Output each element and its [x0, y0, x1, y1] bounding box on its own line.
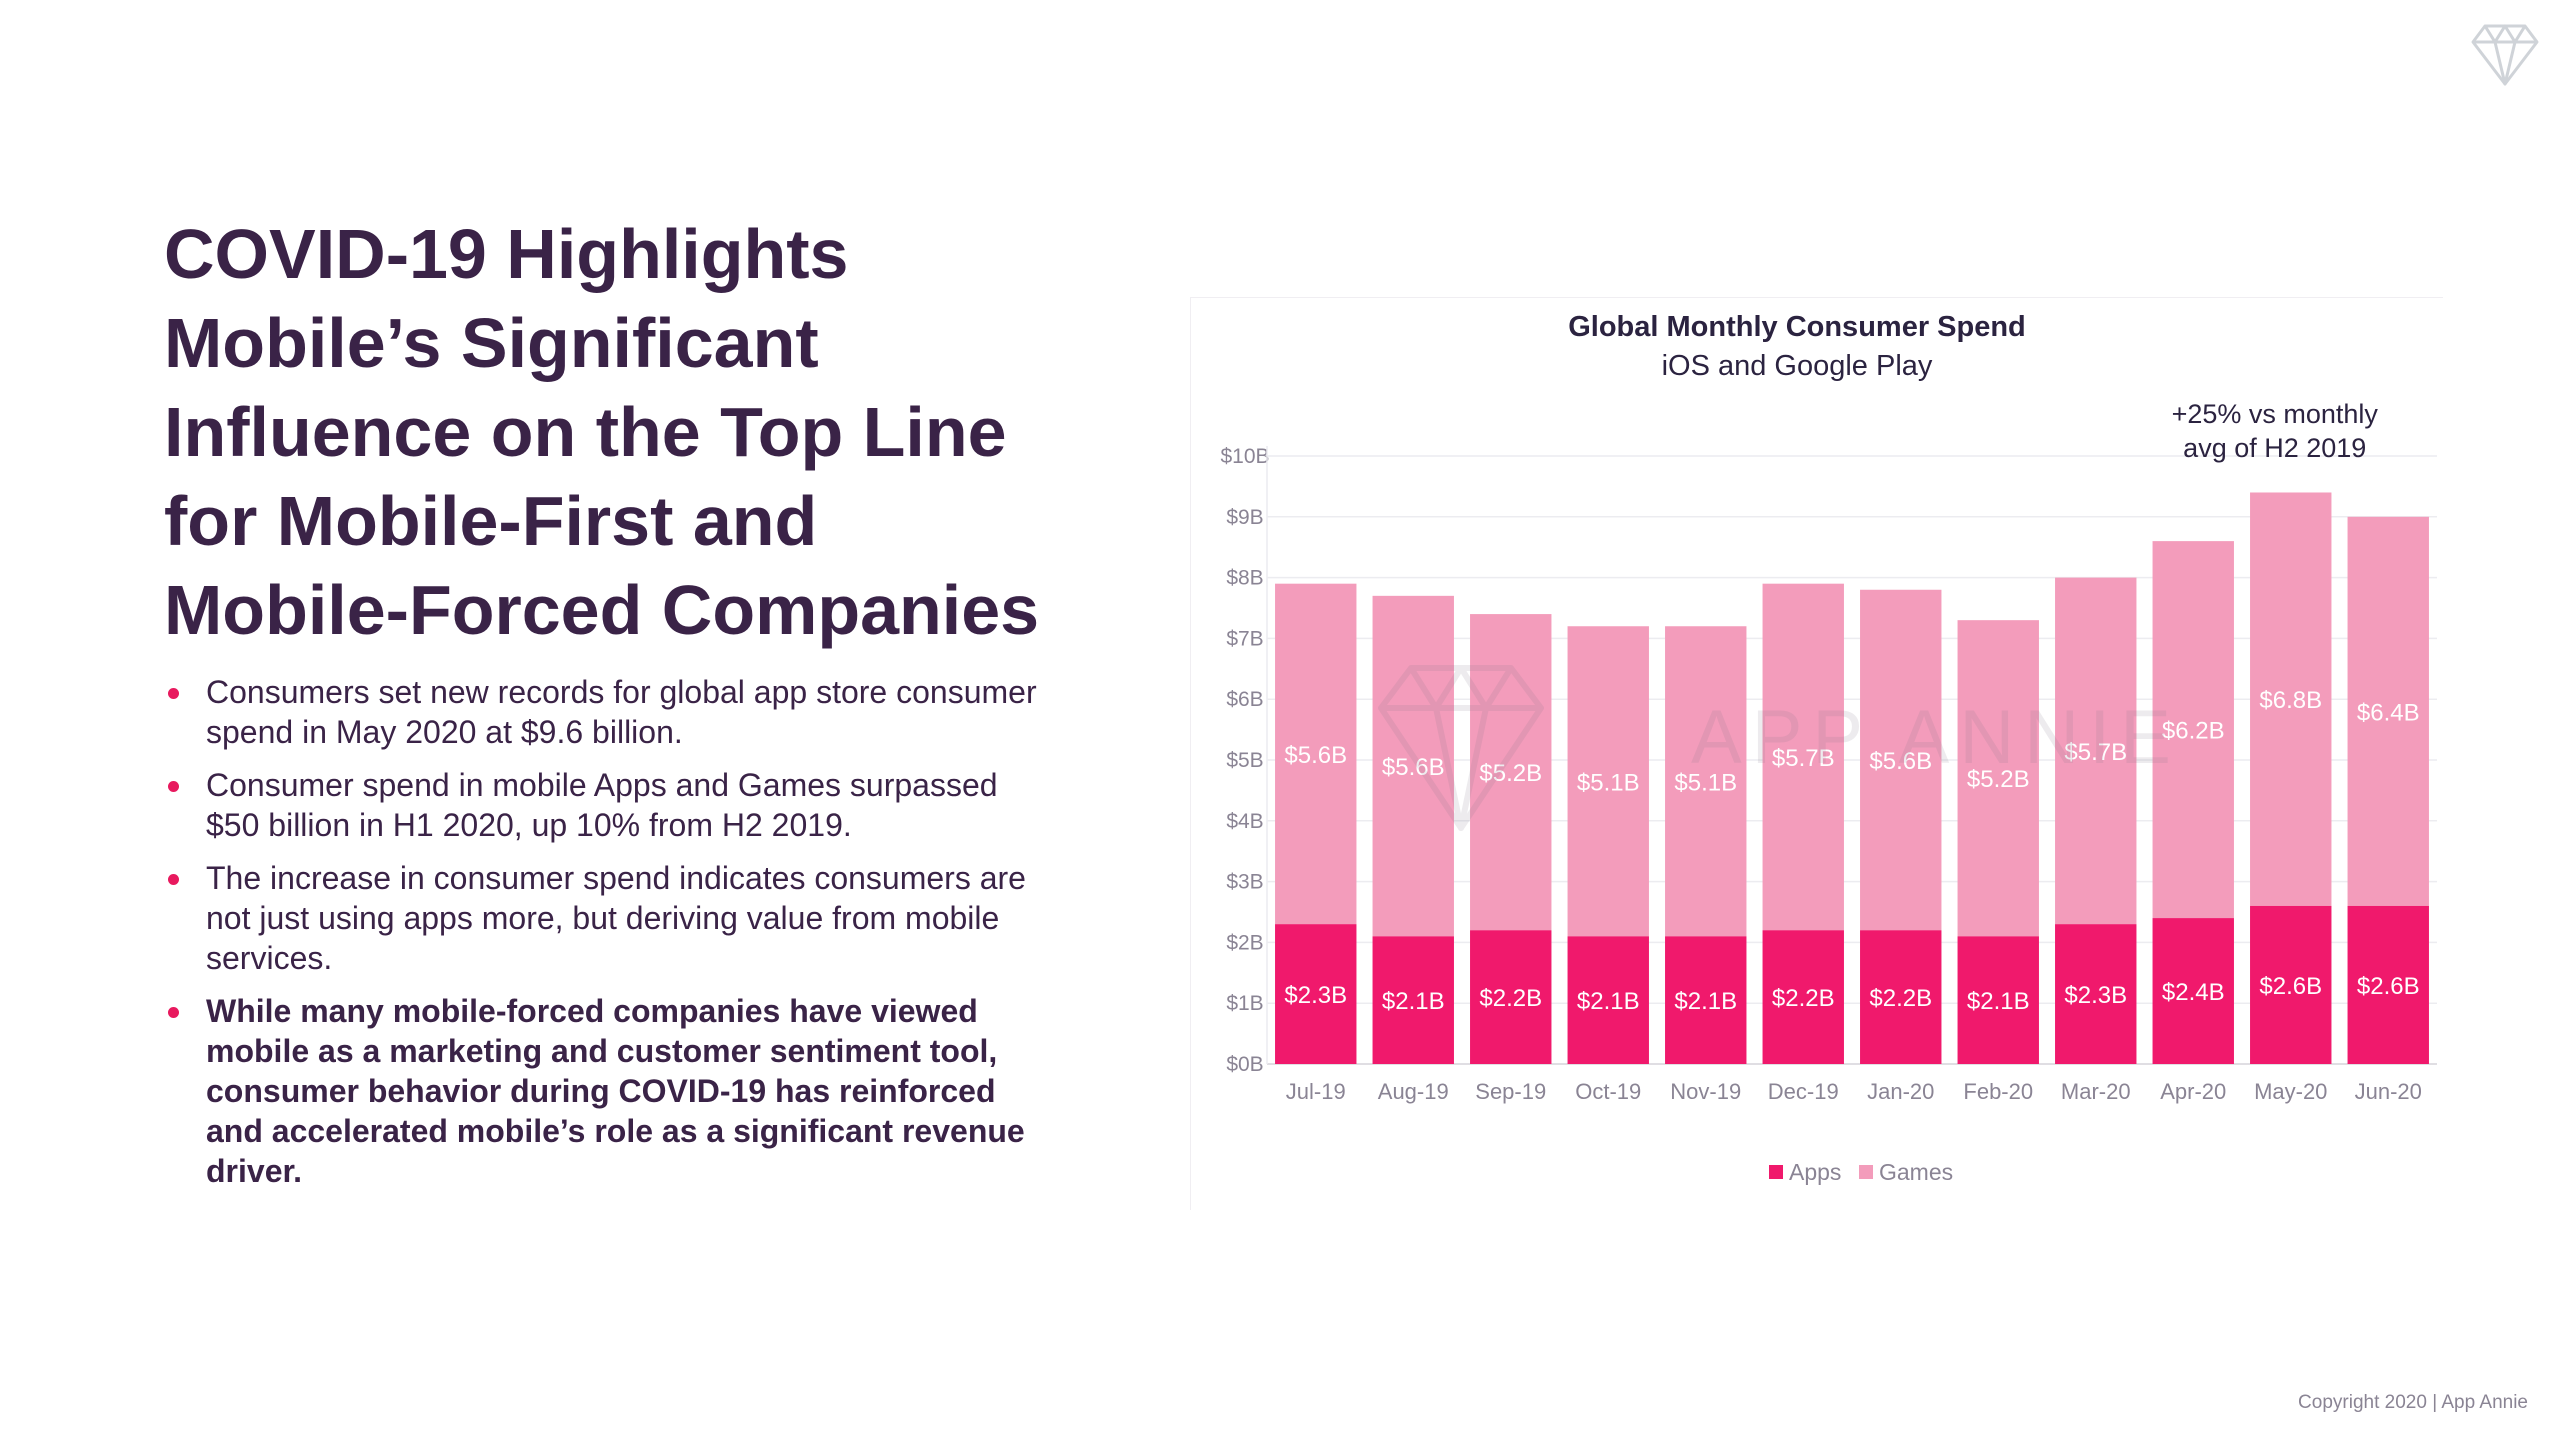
games-data-label: $5.7B [1772, 745, 1835, 772]
x-tick-label: Feb-20 [1963, 1079, 2033, 1104]
games-data-label: $5.1B [1577, 769, 1640, 796]
bar-games [1470, 614, 1552, 931]
bar-games [1567, 626, 1649, 937]
chart-annotation: avg of H2 2019 [2183, 433, 2366, 463]
apps-data-label: $2.1B [1382, 988, 1445, 1015]
bar-apps [2152, 918, 2234, 1064]
bar-games [1957, 620, 2039, 937]
bullet-item: Consumers set new records for global app… [164, 672, 1044, 752]
apps-data-label: $2.2B [1479, 985, 1542, 1012]
games-data-label: $6.2B [2162, 718, 2225, 745]
bar-apps [1860, 930, 1942, 1064]
y-tick-label: $6B [1226, 688, 1263, 711]
x-tick-label: Dec-19 [1768, 1079, 1839, 1104]
x-tick-label: May-20 [2254, 1079, 2327, 1104]
bar-apps [1762, 930, 1844, 1064]
games-data-label: $5.2B [1479, 760, 1542, 787]
title-line: Mobile-Forced Companies [164, 571, 1040, 649]
x-tick-label: Nov-19 [1670, 1079, 1741, 1104]
games-data-label: $5.7B [2064, 739, 2127, 766]
watermark-diamond-icon [1378, 665, 1544, 831]
bullet-item: The increase in consumer spend indicates… [164, 858, 1044, 978]
slide-title: COVID-19 Highlights Mobile’s Significant… [164, 210, 1124, 655]
bar-apps [1567, 936, 1649, 1064]
y-tick-label: $7B [1226, 627, 1263, 650]
x-tick-label: Sep-19 [1475, 1079, 1546, 1104]
legend-swatch [1859, 1165, 1873, 1179]
consumer-spend-chart: Global Monthly Consumer Spend iOS and Goo… [1220, 311, 2437, 1185]
y-tick-label: $8B [1226, 567, 1263, 590]
games-data-label: $5.2B [1967, 766, 2030, 793]
chart-title: Global Monthly Consumer Spend [1568, 311, 2026, 343]
apps-data-label: $2.1B [1577, 988, 1640, 1015]
apps-data-label: $2.3B [1284, 982, 1347, 1009]
games-data-label: $5.6B [1284, 742, 1347, 769]
y-tick-label: $2B [1226, 931, 1263, 954]
x-tick-label: Aug-19 [1378, 1079, 1449, 1104]
bar-games [2152, 541, 2234, 919]
bar-apps [2250, 905, 2332, 1064]
bar-apps [1470, 930, 1552, 1064]
games-data-label: $6.4B [2357, 699, 2420, 726]
bar-games [1275, 583, 1357, 925]
x-tick-label: Mar-20 [2061, 1079, 2131, 1104]
y-tick-label: $4B [1226, 810, 1263, 833]
bar-games [2347, 516, 2429, 906]
apps-data-label: $2.1B [1967, 988, 2030, 1015]
bar-games [2250, 492, 2332, 906]
x-tick-label: Jun-20 [2355, 1079, 2422, 1104]
chart-annotation: +25% vs monthly [2172, 399, 2379, 429]
watermark-text: APP ANNIE [1691, 695, 2181, 780]
y-tick-label: $3B [1226, 871, 1263, 894]
legend-label: Apps [1789, 1159, 1841, 1185]
y-tick-label: $0B [1226, 1053, 1263, 1076]
games-data-label: $5.6B [1869, 748, 1932, 775]
bullet-list: Consumers set new records for global app… [164, 672, 1044, 1204]
bullet-item-emphasis: While many mobile-forced companies have … [164, 991, 1044, 1191]
games-data-label: $6.8B [2259, 687, 2322, 714]
bar-games [2055, 577, 2137, 925]
y-tick-label: $9B [1226, 506, 1263, 529]
x-tick-label: Jul-19 [1286, 1079, 1346, 1104]
bar-games [1860, 589, 1942, 931]
title-line: Mobile’s Significant [164, 304, 819, 382]
x-tick-label: Apr-20 [2160, 1079, 2226, 1104]
x-tick-label: Jan-20 [1867, 1079, 1934, 1104]
bar-apps [2347, 905, 2429, 1064]
bar-games [1665, 626, 1747, 937]
games-data-label: $5.6B [1382, 754, 1445, 781]
legend-label: Games [1879, 1159, 1953, 1185]
bar-games [1372, 595, 1454, 937]
apps-data-label: $2.6B [2357, 973, 2420, 1000]
bar-apps [1275, 924, 1357, 1064]
apps-data-label: $2.6B [2259, 973, 2322, 1000]
bullet-item: Consumer spend in mobile Apps and Games … [164, 765, 1044, 845]
bar-games [1762, 583, 1844, 931]
chart-subtitle: iOS and Google Play [1662, 350, 1933, 382]
x-tick-label: Oct-19 [1575, 1079, 1641, 1104]
copyright-footer: Copyright 2020 | App Annie [2298, 1392, 2528, 1413]
chart-panel: Global Monthly Consumer Spend iOS and Goo… [1190, 297, 2443, 1210]
apps-data-label: $2.4B [2162, 979, 2225, 1006]
y-tick-label: $10B [1220, 445, 1269, 468]
apps-data-label: $2.2B [1869, 985, 1932, 1012]
y-tick-label: $5B [1226, 749, 1263, 772]
legend-swatch [1769, 1165, 1783, 1179]
apps-data-label: $2.3B [2064, 982, 2127, 1009]
app-annie-diamond-logo-icon [2471, 24, 2539, 86]
title-line: for Mobile-First and [164, 482, 818, 560]
bar-apps [1665, 936, 1747, 1064]
apps-data-label: $2.2B [1772, 985, 1835, 1012]
bar-apps [1372, 936, 1454, 1064]
title-line: COVID-19 Highlights [164, 215, 849, 293]
games-data-label: $5.1B [1674, 769, 1737, 796]
bar-apps [2055, 924, 2137, 1064]
bar-apps [1957, 936, 2039, 1064]
y-tick-label: $1B [1226, 992, 1263, 1015]
apps-data-label: $2.1B [1674, 988, 1737, 1015]
title-line: Influence on the Top Line [164, 393, 1007, 471]
